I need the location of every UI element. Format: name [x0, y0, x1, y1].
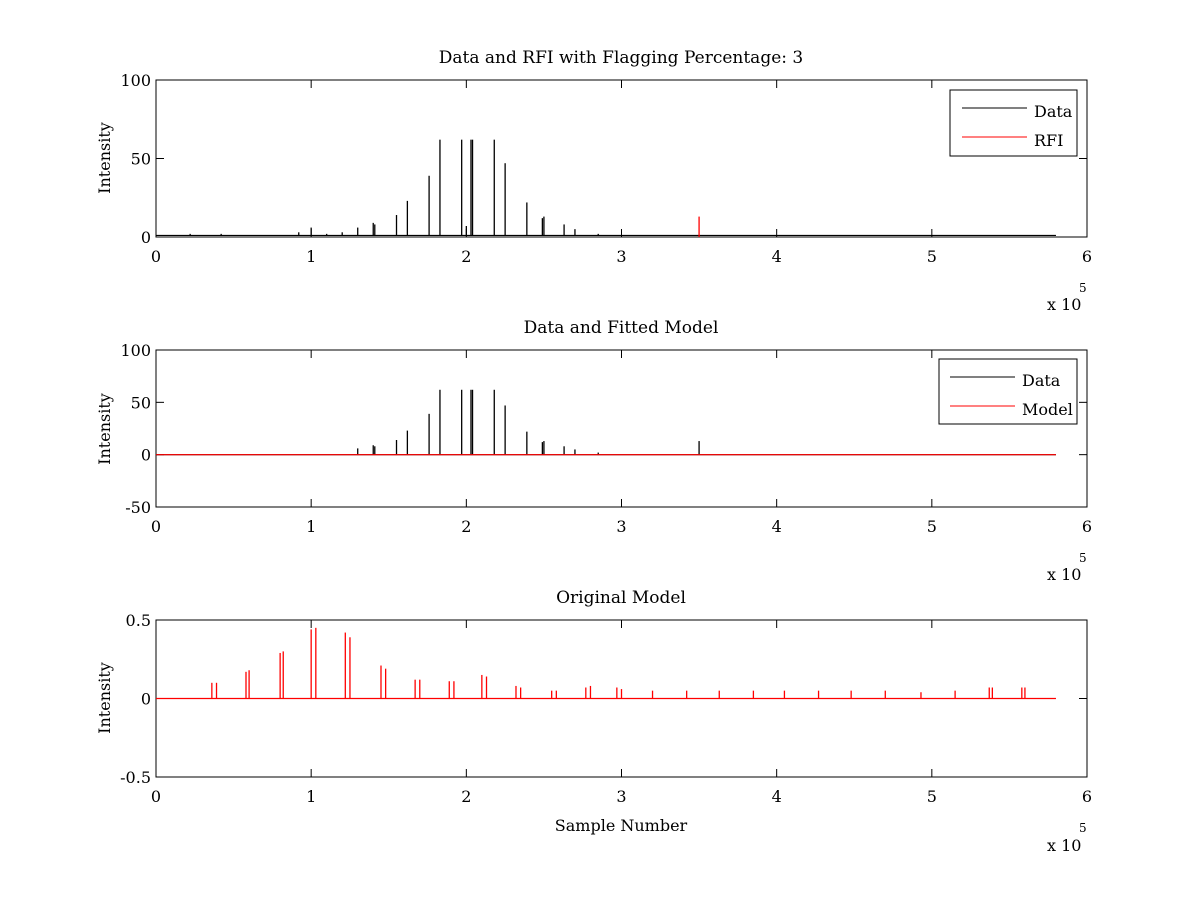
panel1-xtick-label: 1 [306, 247, 316, 266]
panel3-ylabel: Intensity [95, 662, 114, 734]
panel2-legend-data-label: Data [1022, 371, 1061, 390]
panel3-plot [156, 627, 1056, 700]
panel2-xtick-label: 6 [1082, 517, 1092, 536]
panel1-xtick-label: 5 [927, 247, 937, 266]
panel2-title: Data and Fitted Model [524, 318, 719, 338]
panel1-ytick-label: 50 [131, 150, 151, 169]
panel1-xtick-label: 2 [461, 247, 471, 266]
panel1-legend-data-label: Data [1034, 102, 1073, 121]
panel3-xtick-label: 0 [151, 787, 161, 806]
panel3-ytick-label: -0.5 [120, 768, 151, 787]
panel3-xtick-label: 2 [461, 787, 471, 806]
panel1-axes [155, 79, 1088, 238]
panel2-ylabel: Intensity [95, 393, 114, 465]
panel2-legend-model-label: Model [1022, 400, 1073, 419]
panel1-xtick-label: 0 [151, 247, 161, 266]
panel-model: Data and Fitted Model Intensity 0 1 2 3 4 5 6 -… [95, 318, 1092, 584]
panel1-xtick-label: 4 [772, 247, 782, 266]
panel2-ytick-label: 100 [120, 341, 151, 360]
panel1-xtick-label: 6 [1082, 247, 1092, 266]
panel2-legend-box [938, 358, 1078, 425]
panel1-plot [156, 139, 1056, 237]
panel2-x-exponent: 5 [1079, 551, 1087, 565]
panel2-x-multiplier: x 10 [1047, 565, 1081, 584]
panel3-xtick-label: 3 [616, 787, 626, 806]
panel-original: Original Model Intensity 0 1 2 3 4 5 6-0.500.5… [95, 588, 1092, 855]
panel1-legend-box [949, 89, 1078, 157]
panel3-title: Original Model [556, 588, 686, 608]
panel2-xtick-label: 3 [616, 517, 626, 536]
panel1-legend-rfi-label: RFI [1034, 131, 1063, 150]
panel-rfi: Data and RFI with Flagging Percentage: 3… [95, 48, 1092, 314]
panel2-plot [156, 389, 1056, 456]
panel1-ytick-label: 100 [120, 71, 151, 90]
panel2-xtick-label: 5 [927, 517, 937, 536]
panel3-ticks: 0 1 2 3 4 5 6-0.500.5 [120, 611, 1092, 806]
panel2-legend: Data Model [938, 358, 1078, 425]
panel3-xtick-label: 6 [1082, 787, 1092, 806]
panel2-axes [155, 349, 1088, 508]
panel3-x-multiplier: x 10 [1047, 836, 1081, 855]
panel3-ytick-label: 0 [141, 690, 151, 709]
panel2-xtick-label: 1 [306, 517, 316, 536]
panel3-ytick-label: 0.5 [126, 611, 151, 630]
panel1-ytick-label: 0 [141, 228, 151, 247]
panel2-ytick-label: 50 [131, 393, 151, 412]
panel3-xtick-label: 4 [772, 787, 782, 806]
panel3-xtick-label: 1 [306, 787, 316, 806]
panel1-x-multiplier: x 10 [1047, 295, 1081, 314]
panel2-xtick-label: 0 [151, 517, 161, 536]
panel1-legend: Data RFI [949, 89, 1078, 157]
panel3-xlabel: Sample Number [555, 816, 688, 835]
panel1-xtick-label: 3 [616, 247, 626, 266]
panel2-ytick-label: -50 [125, 498, 151, 517]
panel1-title: Data and RFI with Flagging Percentage: 3 [439, 48, 803, 68]
panel1-x-exponent: 5 [1079, 281, 1087, 295]
panel2-xtick-label: 2 [461, 517, 471, 536]
panel1-ticks: 0 1 2 3 4 5 6 0 50 100 [120, 71, 1092, 266]
panel1-ylabel: Intensity [95, 122, 114, 194]
panel3-xtick-label: 5 [927, 787, 937, 806]
panel3-x-exponent: 5 [1079, 821, 1087, 835]
panel2-ytick-label: 0 [141, 446, 151, 465]
panel2-xtick-label: 4 [772, 517, 782, 536]
